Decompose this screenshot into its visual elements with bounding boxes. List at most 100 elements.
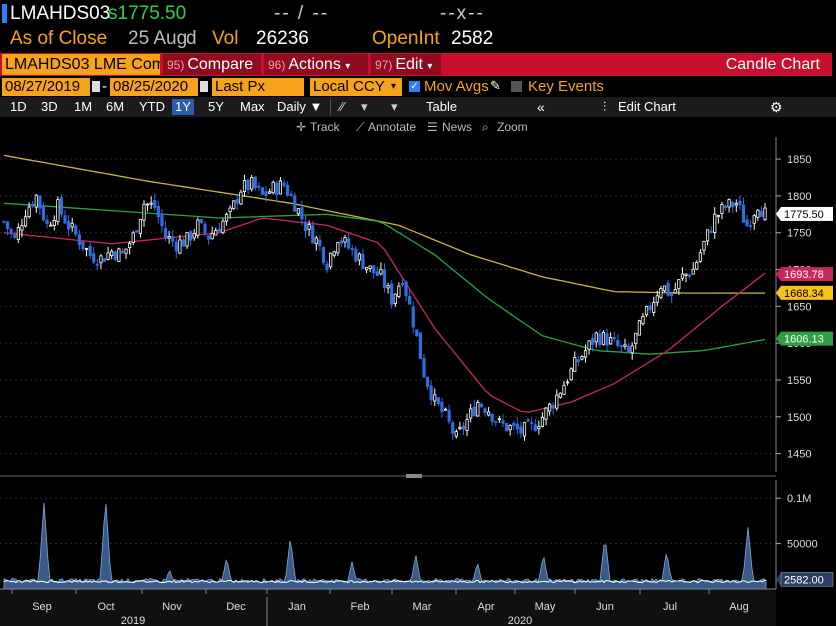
range-1y[interactable]: 1Y — [172, 99, 194, 115]
candle-body — [741, 204, 746, 223]
candle-body — [185, 232, 189, 247]
open-interest-value: 2582 — [451, 28, 494, 49]
range-6m[interactable]: 6M — [106, 99, 125, 114]
actions-button[interactable]: 96) Actions ▾ — [264, 54, 368, 75]
news-icon[interactable]: ☰ — [427, 120, 438, 134]
candle-body — [300, 207, 304, 220]
track-icon[interactable]: ✛ — [296, 120, 307, 134]
candle-body — [418, 332, 422, 360]
table-button[interactable]: Table — [426, 99, 458, 114]
candle-body — [174, 241, 178, 252]
compare-button[interactable]: 95) Compare — [163, 54, 261, 75]
candle-body — [296, 208, 300, 215]
range-ytd[interactable]: YTD — [139, 99, 165, 114]
currency-select[interactable]: Local CCY ▾ — [310, 78, 402, 96]
candle-body — [13, 234, 17, 238]
chart-edit-icon[interactable]: ⫶ — [603, 99, 607, 114]
candle-body — [303, 221, 308, 232]
edit-button[interactable]: 97) Edit ▾ — [371, 54, 441, 75]
ma-mid-line — [3, 202, 766, 355]
price-field-select[interactable]: Last Px — [212, 78, 304, 96]
as-of-label: As of Close — [10, 28, 108, 49]
range-max[interactable]: Max — [240, 99, 265, 114]
candle-body — [655, 295, 659, 303]
candle-body — [486, 411, 491, 416]
collapse-left-icon[interactable]: « — [537, 99, 545, 115]
end-date-field[interactable]: 08/25/2020 — [110, 78, 198, 96]
candle-body — [436, 397, 440, 405]
candle-body — [49, 224, 53, 227]
candle-body — [623, 344, 627, 347]
candle-body — [171, 236, 175, 242]
volume-tick-label: 50000 — [787, 539, 818, 551]
month-label: Jun — [596, 601, 614, 613]
candle-body — [128, 242, 132, 249]
candle-body — [5, 221, 10, 230]
frequency-select[interactable]: Daily ▼ — [277, 99, 323, 114]
mov-avgs-checkbox-icon[interactable]: ✓ — [409, 81, 420, 92]
candle-body — [641, 315, 645, 324]
range-3d[interactable]: 3D — [41, 99, 58, 114]
panel-resize-handle[interactable] — [406, 474, 422, 478]
volume-last-label: 2582.00 — [784, 574, 824, 586]
candle-chart[interactable]: 185018001750170016501600155015001450 177… — [0, 137, 836, 626]
chart-background — [0, 137, 836, 626]
track-tool[interactable]: Track — [310, 120, 340, 134]
candle-body — [382, 269, 387, 288]
candle-body — [749, 225, 753, 227]
candle-body — [282, 182, 286, 186]
candle-body — [698, 252, 702, 262]
candle-body — [490, 413, 494, 422]
candle-body — [347, 238, 351, 249]
candle-body — [562, 384, 566, 395]
candle-body — [756, 209, 760, 218]
candle-body — [680, 273, 685, 279]
search-icon[interactable]: ⌕ — [482, 120, 489, 134]
candle-body — [350, 248, 354, 250]
candle-body — [63, 215, 67, 224]
zoom-tool[interactable]: Zoom — [497, 120, 528, 134]
candle-body — [720, 204, 724, 214]
candle-body — [745, 219, 749, 227]
candle-body — [2, 220, 6, 223]
chart-tool-row: ✛ Track ⟋ Annotate ☰ News ⌕ Zoom — [0, 117, 836, 137]
as-of-date: 25 Aug — [128, 28, 188, 49]
gear-icon[interactable]: ⚙ — [770, 99, 783, 115]
ma-mid-tag: 1606.13 — [784, 334, 824, 346]
key-events-label[interactable]: Key Events — [528, 78, 604, 95]
range-1d[interactable]: 1D — [10, 99, 27, 114]
net-change: -- / -- — [274, 3, 330, 24]
annotate-tool[interactable]: Annotate — [368, 120, 417, 134]
start-date-field[interactable]: 08/27/2019 — [2, 78, 90, 96]
range-1m[interactable]: 1M — [74, 99, 93, 114]
month-label: Apr — [477, 601, 494, 613]
ma-mid-tag-pointer — [776, 331, 781, 346]
chevron-down-icon[interactable]: ▾ — [361, 99, 368, 114]
candle-body — [616, 340, 620, 347]
line-chart-icon[interactable]: ⁄⁄ — [340, 99, 345, 114]
mov-avgs-label[interactable]: Mov Avgs — [424, 78, 489, 95]
candle-body — [336, 242, 340, 254]
candle-body — [677, 279, 681, 289]
price-tick-label: 1450 — [787, 449, 811, 461]
pencil-icon[interactable]: ✎ — [490, 78, 501, 93]
candle-body — [163, 227, 168, 238]
security-field[interactable]: LMAHDS03 LME Comdty — [2, 54, 160, 75]
candle-body — [41, 205, 46, 221]
candle-body — [594, 332, 598, 343]
edit-chart-button[interactable]: Edit Chart — [618, 99, 676, 114]
key-events-checkbox-icon[interactable] — [511, 81, 522, 92]
month-label: Nov — [162, 601, 182, 613]
range-5y[interactable]: 5Y — [208, 99, 224, 114]
volume-panel — [0, 497, 776, 590]
calendar-icon[interactable] — [92, 81, 100, 92]
candle-body — [630, 345, 634, 354]
news-tool[interactable]: News — [442, 120, 473, 134]
candle-body — [634, 332, 638, 344]
calendar-icon[interactable] — [200, 81, 208, 92]
chevron-down-icon[interactable]: ▾ — [391, 99, 398, 114]
candle-body — [497, 418, 501, 421]
candle-body — [763, 207, 767, 220]
candle-body — [684, 273, 688, 277]
annotate-icon[interactable]: ⟋ — [356, 120, 365, 134]
